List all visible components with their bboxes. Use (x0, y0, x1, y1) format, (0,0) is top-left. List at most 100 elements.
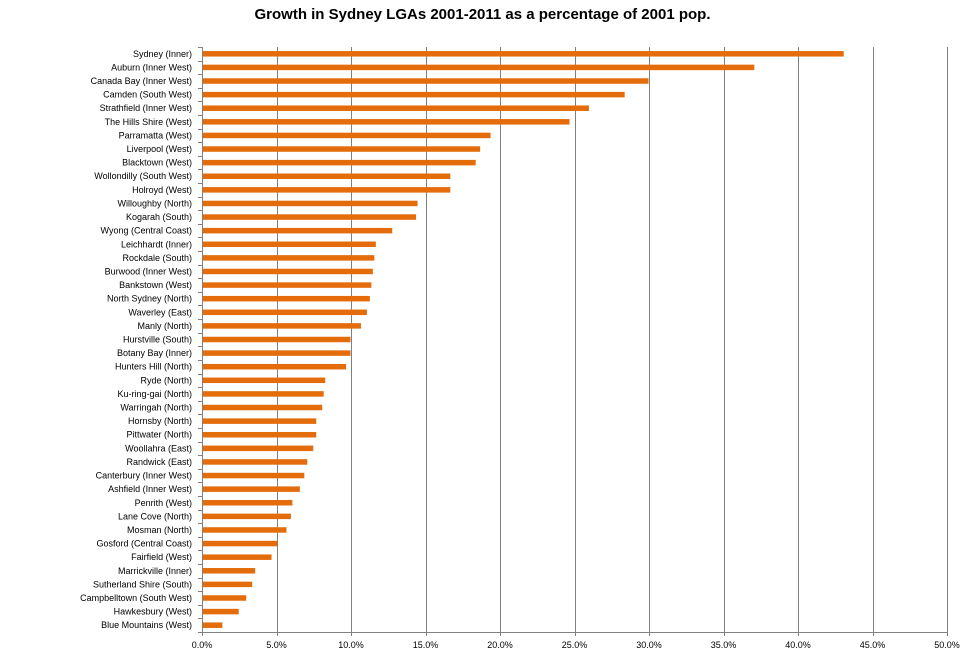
category-label: Ryde (North) (140, 375, 192, 385)
x-tick-label: 25.0% (562, 640, 588, 650)
bars (203, 51, 844, 628)
bar (203, 173, 451, 179)
category-label: Burwood (Inner West) (105, 266, 192, 276)
category-label: Pittwater (North) (126, 430, 192, 440)
bar (203, 159, 476, 166)
bar (203, 527, 287, 533)
bar (203, 472, 305, 479)
category-label: Parramatta (West) (119, 130, 192, 140)
category-label: Mosman (North) (127, 525, 192, 535)
category-label: Canada Bay (Inner West) (91, 76, 192, 86)
category-label: Sutherland Shire (South) (93, 579, 192, 589)
category-label: Camden (South West) (103, 90, 192, 100)
category-label: Rockdale (South) (122, 253, 192, 263)
category-label: Marrickville (Inner) (118, 566, 192, 576)
bar (203, 445, 314, 452)
bar (203, 568, 256, 574)
category-label: Hornsby (North) (128, 416, 192, 426)
bar (203, 459, 308, 465)
bar (203, 431, 317, 438)
category-label: Auburn (Inner West) (111, 62, 192, 72)
category-label: Blacktown (West) (122, 158, 192, 168)
bar (203, 255, 375, 261)
category-label: The Hills Shire (West) (105, 117, 192, 127)
x-tick-label: 5.0% (266, 640, 287, 650)
x-tick-label: 20.0% (487, 640, 513, 650)
category-label: North Sydney (North) (107, 294, 192, 304)
category-labels: Sydney (Inner) Auburn (Inner West) Canada … (80, 49, 192, 630)
category-label: Sydney (Inner) (133, 49, 192, 59)
bar (203, 105, 589, 111)
bar (203, 404, 323, 411)
chart-title: Growth in Sydney LGAs 2001-2011 as a per… (254, 6, 711, 23)
bar (203, 51, 844, 57)
bar (203, 622, 223, 628)
category-label: Bankstown (West) (119, 280, 192, 290)
bar (203, 350, 351, 356)
bar (203, 200, 418, 207)
bar (203, 146, 481, 152)
x-tick-labels: 0.0% 5.0% 10.0% 15.0% 20.0% 25.0% 30.0% 35.0% 40… (192, 640, 960, 650)
bar (203, 595, 247, 601)
bar (203, 608, 239, 615)
category-label: Hurstville (South) (123, 335, 192, 345)
category-label: Strathfield (Inner West) (100, 103, 192, 113)
category-label: Liverpool (West) (127, 144, 192, 154)
x-tick-label: 50.0% (934, 640, 960, 650)
x-tick-label: 45.0% (860, 640, 886, 650)
bar (203, 132, 491, 139)
x-tick-label: 35.0% (711, 640, 737, 650)
category-label: Randwick (East) (126, 457, 192, 467)
bar (203, 309, 367, 316)
x-tick-label: 15.0% (413, 640, 439, 650)
category-label: Campbelltown (South West) (80, 593, 192, 603)
bar (203, 91, 625, 98)
bar (203, 214, 417, 220)
category-label: Blue Mountains (West) (101, 620, 192, 630)
category-label: Manly (North) (137, 321, 192, 331)
bar (203, 391, 324, 397)
category-label: Hunters Hill (North) (115, 362, 192, 372)
category-label: Hawkesbury (West) (114, 607, 192, 617)
category-label: Botany Bay (Inner) (117, 348, 192, 358)
bar (203, 540, 278, 547)
category-label: Canterbury (Inner West) (96, 471, 192, 481)
bar (203, 78, 649, 84)
category-label: Ku-ring-gai (North) (117, 389, 192, 399)
x-tick-label: 10.0% (338, 640, 364, 650)
bar (203, 513, 291, 520)
category-label: Willoughby (North) (117, 198, 192, 208)
bar (203, 295, 370, 302)
category-label: Leichhardt (Inner) (121, 239, 192, 249)
bar (203, 500, 293, 506)
bar (203, 227, 393, 234)
bar (203, 268, 373, 275)
x-tick-label: 40.0% (785, 640, 811, 650)
bar (203, 581, 253, 588)
category-label: Warringah (North) (120, 403, 192, 413)
x-tick-label: 30.0% (636, 640, 662, 650)
axes (198, 47, 948, 636)
category-label: Ashfield (Inner West) (108, 484, 192, 494)
category-label: Fairfield (West) (131, 552, 192, 562)
bar (203, 336, 351, 343)
x-tick-label: 0.0% (192, 640, 213, 650)
bar (203, 241, 376, 248)
bar (203, 119, 570, 125)
category-label: Waverley (East) (128, 307, 192, 317)
bar (203, 377, 326, 384)
category-label: Wyong (Central Coast) (101, 226, 192, 236)
bar (203, 363, 347, 370)
bar (203, 554, 272, 560)
category-label: Gosford (Central Coast) (96, 539, 192, 549)
bar (203, 323, 361, 329)
category-label: Lane Cove (North) (118, 511, 192, 521)
bar (203, 187, 451, 193)
category-label: Holroyd (West) (132, 185, 192, 195)
category-label: Woollahra (East) (125, 443, 192, 453)
category-label: Penrith (West) (135, 498, 192, 508)
bar (203, 486, 300, 492)
bar (203, 418, 317, 424)
bar (203, 282, 372, 288)
